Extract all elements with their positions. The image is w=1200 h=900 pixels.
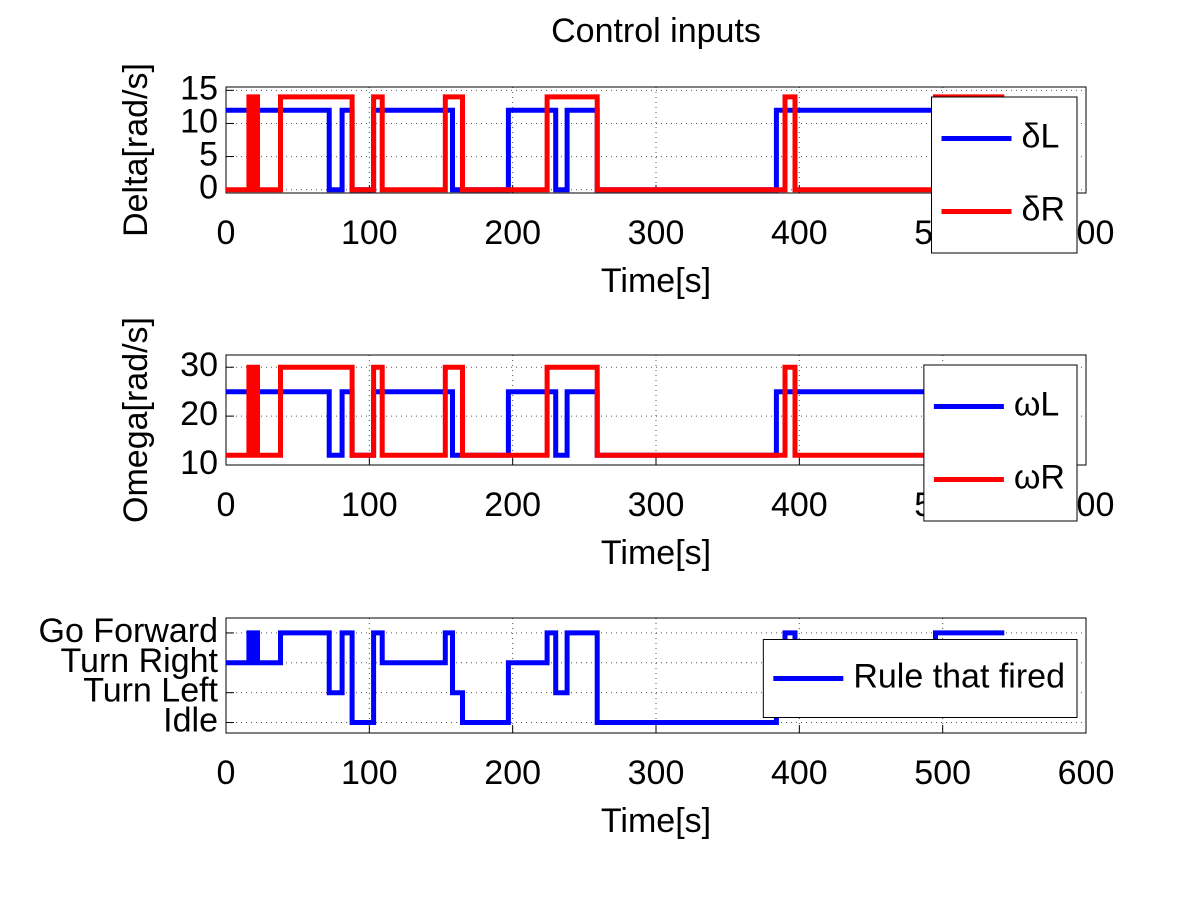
x-tick-label: 200 xyxy=(484,486,541,524)
axes-box xyxy=(225,354,1087,466)
y-axis-label: Omega[rad/s] xyxy=(117,317,155,523)
x-tick-label: 100 xyxy=(341,214,398,252)
x-tick-label: 500 xyxy=(914,754,971,792)
y-tick-label: 0 xyxy=(199,169,218,207)
legend-label: ωL xyxy=(1014,385,1059,423)
legend-label: δR xyxy=(1022,190,1065,228)
y-tick-label: Idle xyxy=(163,702,218,740)
x-tick-label: 0 xyxy=(217,214,236,252)
legend: ωL ωR xyxy=(923,364,1078,522)
axes-box xyxy=(225,86,1087,194)
x-axis-label: Time[s] xyxy=(601,802,711,840)
y-tick-label: 10 xyxy=(180,444,218,482)
x-tick-label: 0 xyxy=(217,486,236,524)
x-tick-label: 300 xyxy=(628,754,685,792)
x-tick-label: 300 xyxy=(628,214,685,252)
series-line xyxy=(226,94,1005,193)
y-tick-label: 30 xyxy=(180,346,218,384)
y-tick-label: Turn Left xyxy=(83,672,218,710)
legend-label: Rule that fired xyxy=(853,657,1065,695)
x-tick-label: 400 xyxy=(771,754,828,792)
y-tick-label: 20 xyxy=(180,395,218,433)
x-tick-label: 600 xyxy=(1058,754,1115,792)
x-axis-label: Time[s] xyxy=(601,262,711,300)
series-line xyxy=(226,364,1005,458)
legend-box xyxy=(931,96,1078,254)
y-tick-label: 5 xyxy=(199,136,218,174)
x-tick-label: 400 xyxy=(771,486,828,524)
axes-box xyxy=(225,617,1087,734)
x-tick-label: 100 xyxy=(341,754,398,792)
y-tick-label: Go Forward xyxy=(39,612,219,650)
x-tick-label: 200 xyxy=(484,754,541,792)
x-tick-label: 100 xyxy=(341,486,398,524)
chart-title: Control inputs xyxy=(551,12,761,50)
legend-box xyxy=(923,364,1078,522)
legend-label: ωR xyxy=(1014,458,1065,496)
legend-label: δL xyxy=(1022,117,1060,155)
y-tick-label: Turn Right xyxy=(61,642,219,680)
x-tick-label: 0 xyxy=(217,754,236,792)
legend: Rule that fired xyxy=(762,639,1078,718)
x-tick-label: 300 xyxy=(628,486,685,524)
y-axis-label: Delta[rad/s] xyxy=(117,63,155,237)
x-axis-label: Time[s] xyxy=(601,534,711,572)
y-tick-label: 15 xyxy=(180,69,218,107)
x-tick-label: 400 xyxy=(771,214,828,252)
y-tick-label: 10 xyxy=(180,102,218,140)
legend: δL δR xyxy=(931,96,1078,254)
x-tick-label: 200 xyxy=(484,214,541,252)
